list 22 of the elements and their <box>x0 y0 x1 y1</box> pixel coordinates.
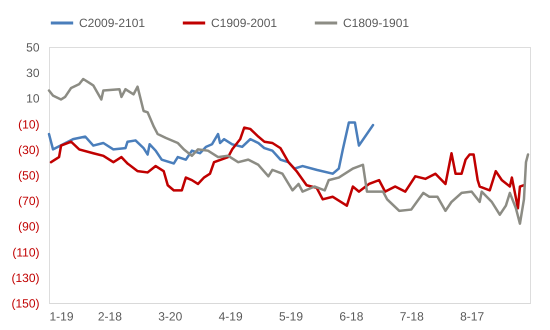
x-tick-label: 1-19 <box>50 310 74 324</box>
y-tick-label: (130) <box>11 270 40 285</box>
y-tick-label: (110) <box>12 245 40 260</box>
y-tick-label: (70) <box>18 194 40 208</box>
x-tick-label: 3-20 <box>158 310 183 324</box>
y-tick-label: (90) <box>18 220 40 234</box>
legend-label: C1909-2001 <box>211 16 278 30</box>
y-tick-label: 50 <box>26 40 40 54</box>
legend-label: C1809-1901 <box>343 16 410 30</box>
x-tick-label: 6-18 <box>339 310 364 324</box>
x-tick-label: 2-18 <box>98 310 122 324</box>
x-tick-label: 8-17 <box>460 310 484 324</box>
x-tick-label: 7-18 <box>400 310 424 324</box>
x-tick-label: 5-19 <box>278 310 304 324</box>
x-tick-label: 4-19 <box>218 310 243 324</box>
y-tick-label: (50) <box>18 168 40 182</box>
legend-label: C2009-2101 <box>79 16 146 30</box>
y-tick-label: (30) <box>18 142 40 157</box>
y-tick-label: 30 <box>26 66 40 80</box>
y-tick-label: (10) <box>18 117 40 132</box>
y-tick-label: (150) <box>11 296 40 310</box>
y-tick-label: 10 <box>26 92 40 106</box>
